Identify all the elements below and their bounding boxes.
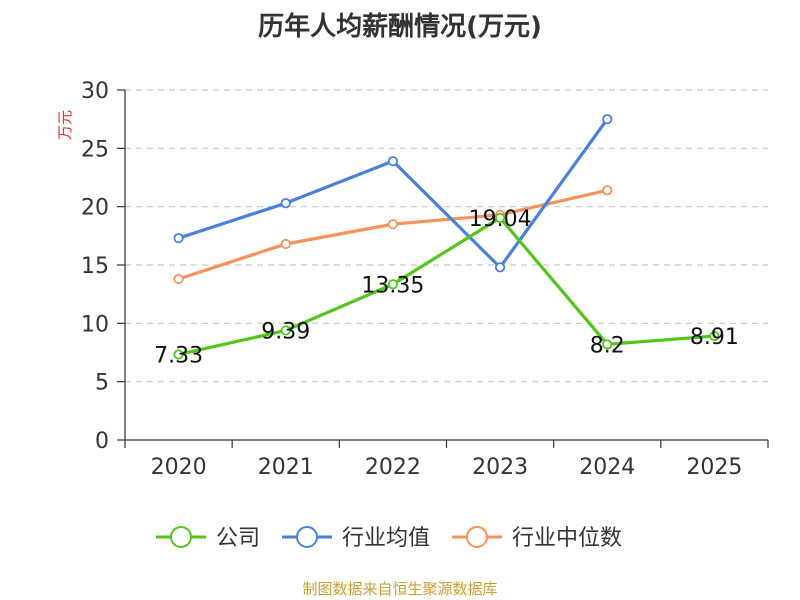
data-point[interactable] [387,219,399,230]
data-point[interactable] [602,114,613,125]
x-tick-label: 2024 [579,455,635,480]
x-tick-label: 2023 [472,455,528,480]
series-line [178,216,715,357]
data-point[interactable] [602,185,613,196]
legend-marker [170,526,192,548]
data-label: 7.33 [154,343,203,368]
data-labels: 7.33 9.39 13.35 19.04 8.2 8.91 [154,207,739,369]
series-line [178,188,608,281]
legend-marker [466,526,488,548]
chart-title: 历年人均薪酬情况(万元) [258,12,542,42]
data-point[interactable] [709,330,720,342]
legend-label: 行业均值 [342,526,430,551]
data-label: 9.39 [261,319,310,344]
legend-item[interactable]: 行业中位数 [452,526,622,551]
y-tick-label: 5 [95,371,109,396]
data-label: 8.2 [590,333,625,358]
data-point[interactable] [173,349,184,360]
data-point[interactable] [602,339,613,350]
y-tick-label: 25 [81,137,109,162]
data-point[interactable] [387,279,399,290]
y-tick-label: 10 [81,312,109,337]
y-tick-label: 30 [81,79,109,104]
x-tick-label: 2020 [151,455,207,480]
series-lines [173,114,720,360]
x-tick-label: 2025 [686,455,742,480]
data-point[interactable] [387,156,399,167]
data-label: 19.04 [469,207,532,232]
legend-item[interactable]: 公司 [156,526,260,551]
grid-lines [125,89,768,383]
legend-label: 公司 [216,526,260,551]
y-tick-label: 15 [81,254,109,279]
data-point[interactable] [280,238,291,250]
y-tick-label: 0 [95,429,109,454]
data-label: 13.35 [361,273,424,298]
legend-marker [296,526,318,548]
series-line [178,118,609,269]
legend[interactable]: 公司 行业均值 行业中位数 [156,526,622,551]
data-point[interactable] [280,325,291,336]
x-tick-label: 2021 [258,455,314,480]
data-point[interactable] [494,262,506,273]
x-tick-label: 2022 [365,455,421,480]
y-axis-title: 万元 [56,110,74,140]
data-point[interactable] [280,198,291,209]
data-label: 8.91 [690,325,739,350]
data-point[interactable] [494,212,506,223]
legend-item[interactable]: 行业均值 [282,526,430,551]
data-point[interactable] [173,273,184,285]
legend-label: 行业中位数 [512,526,622,551]
y-tick-label: 20 [81,196,109,221]
source-note: 制图数据来自恒生聚源数据库 [302,580,498,598]
data-point[interactable] [173,233,184,244]
